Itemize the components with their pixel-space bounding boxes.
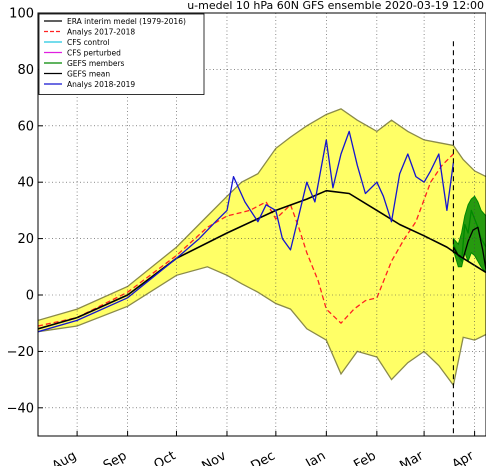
legend: ERA interim medel (1979-2016)Analys 2017… — [38, 13, 205, 95]
gefs-members-spread — [452, 195, 486, 274]
series-line-analys-2017-2018 — [38, 153, 454, 327]
chart-title: u-medel 10 hPa 60N GFS ensemble 2020-03-… — [187, 0, 484, 12]
climatology-band — [38, 108, 486, 386]
series-line-era-interim-medel-1979-2016 — [38, 189, 486, 330]
y-tick-label: 0 — [26, 289, 34, 304]
legend-label: GEFS members — [67, 59, 125, 68]
series-line-analys-2018-2019 — [38, 130, 455, 333]
y-tick-label: −40 — [7, 401, 34, 416]
legend-label: CFS perturbed — [67, 48, 121, 57]
y-tick-label: 40 — [17, 176, 34, 191]
legend-label: GEFS mean — [67, 69, 110, 78]
y-tick-label: 60 — [17, 119, 34, 134]
legend-label: ERA interim medel (1979-2016) — [67, 17, 186, 26]
y-tick-label: 80 — [17, 63, 34, 78]
y-tick-label: −20 — [7, 345, 34, 360]
legend-label: CFS control — [67, 38, 110, 47]
y-tick-label: 20 — [17, 232, 34, 247]
legend-label: Analys 2018-2019 — [67, 80, 135, 89]
climatology-lower-edge — [38, 266, 486, 387]
y-tick-label: 100 — [9, 7, 34, 22]
plot-frame — [37, 12, 486, 437]
legend-box — [38, 13, 205, 95]
series-line-gefs-mean — [452, 226, 486, 270]
legend-label: Analys 2017-2018 — [67, 27, 135, 36]
